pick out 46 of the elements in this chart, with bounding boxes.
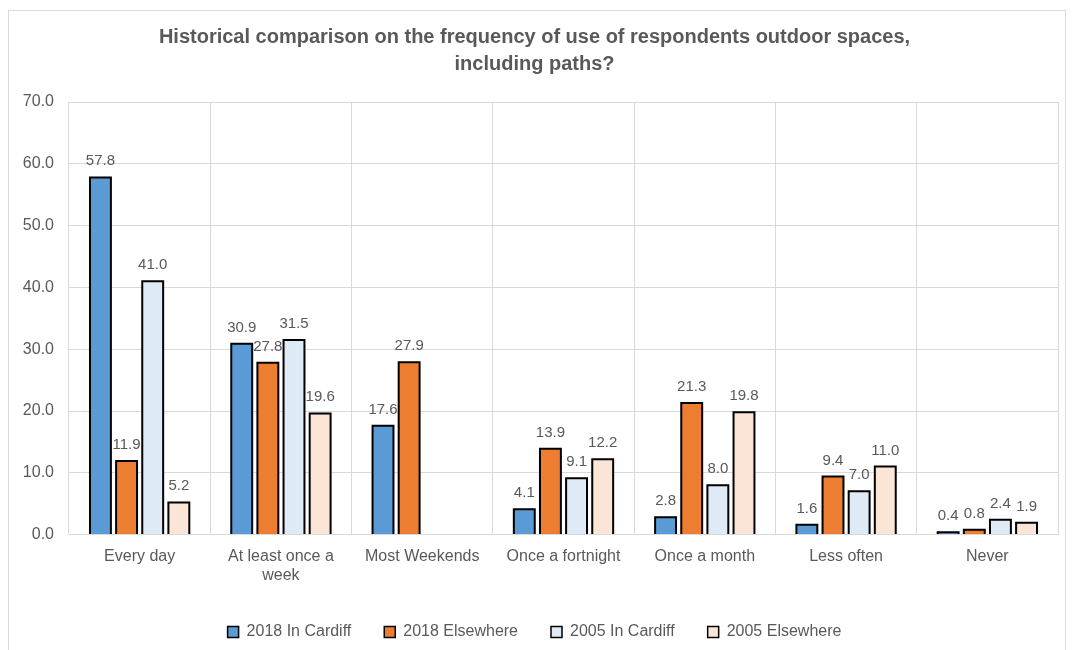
y-tick-label: 60.0 — [22, 154, 55, 172]
data-label: 2.4 — [990, 493, 1011, 511]
data-label: 1.6 — [796, 498, 818, 516]
data-label: 30.9 — [227, 317, 257, 335]
y-tick-label: 70.0 — [22, 92, 55, 110]
data-label: 19.6 — [305, 387, 335, 405]
x-tick-label: Every day — [104, 546, 176, 564]
data-label: 0.4 — [937, 506, 959, 524]
data-label: 11.0 — [871, 440, 900, 458]
x-tick-label: Once a month — [654, 546, 756, 564]
data-label: 17.6 — [368, 399, 398, 417]
y-tick-label: 0.0 — [31, 525, 55, 543]
data-label: 21.3 — [677, 376, 707, 394]
data-label: 11.9 — [112, 435, 141, 453]
y-tick-label: 40.0 — [22, 277, 55, 295]
data-label: 4.1 — [513, 483, 535, 501]
legend-label: 2005 Elsewhere — [726, 622, 842, 640]
x-tick-label: At least once a week — [228, 546, 334, 583]
x-tick-label: Less often — [809, 546, 883, 564]
x-tick-label: Once a fortnight — [506, 546, 621, 564]
data-label: 27.8 — [253, 336, 283, 354]
data-label: 9.1 — [566, 452, 587, 470]
data-label: 2.8 — [655, 491, 677, 509]
y-tick-label: 10.0 — [22, 463, 55, 481]
chart-title: Historical comparison on the frequency of use of respondents outdoor spaces, including paths? — [158, 25, 911, 75]
x-tick-label: Never — [966, 546, 1010, 564]
legend-label: 2018 Elsewhere — [403, 622, 519, 640]
x-tick-label: Most Weekends — [365, 546, 480, 564]
legend-label: 2005 In Cardiff — [570, 622, 676, 640]
data-label: 41.0 — [138, 255, 168, 273]
data-label: 5.2 — [168, 476, 190, 494]
y-tick-label: 50.0 — [22, 216, 55, 234]
data-label: 31.5 — [279, 313, 309, 331]
data-label: 8.0 — [707, 459, 729, 477]
data-label: 57.8 — [85, 151, 116, 169]
y-tick-label: 30.0 — [22, 339, 55, 357]
data-label: 1.9 — [1016, 496, 1037, 514]
data-label: 7.0 — [848, 465, 870, 483]
data-label: 0.8 — [963, 503, 985, 521]
data-label: 13.9 — [535, 422, 566, 440]
data-label: 9.4 — [822, 450, 844, 468]
y-tick-label: 20.0 — [22, 401, 55, 419]
data-label: 19.8 — [729, 386, 759, 404]
data-label: 27.9 — [394, 336, 424, 354]
data-label: 12.2 — [588, 433, 618, 451]
legend-label: 2018 In Cardiff — [246, 622, 352, 640]
